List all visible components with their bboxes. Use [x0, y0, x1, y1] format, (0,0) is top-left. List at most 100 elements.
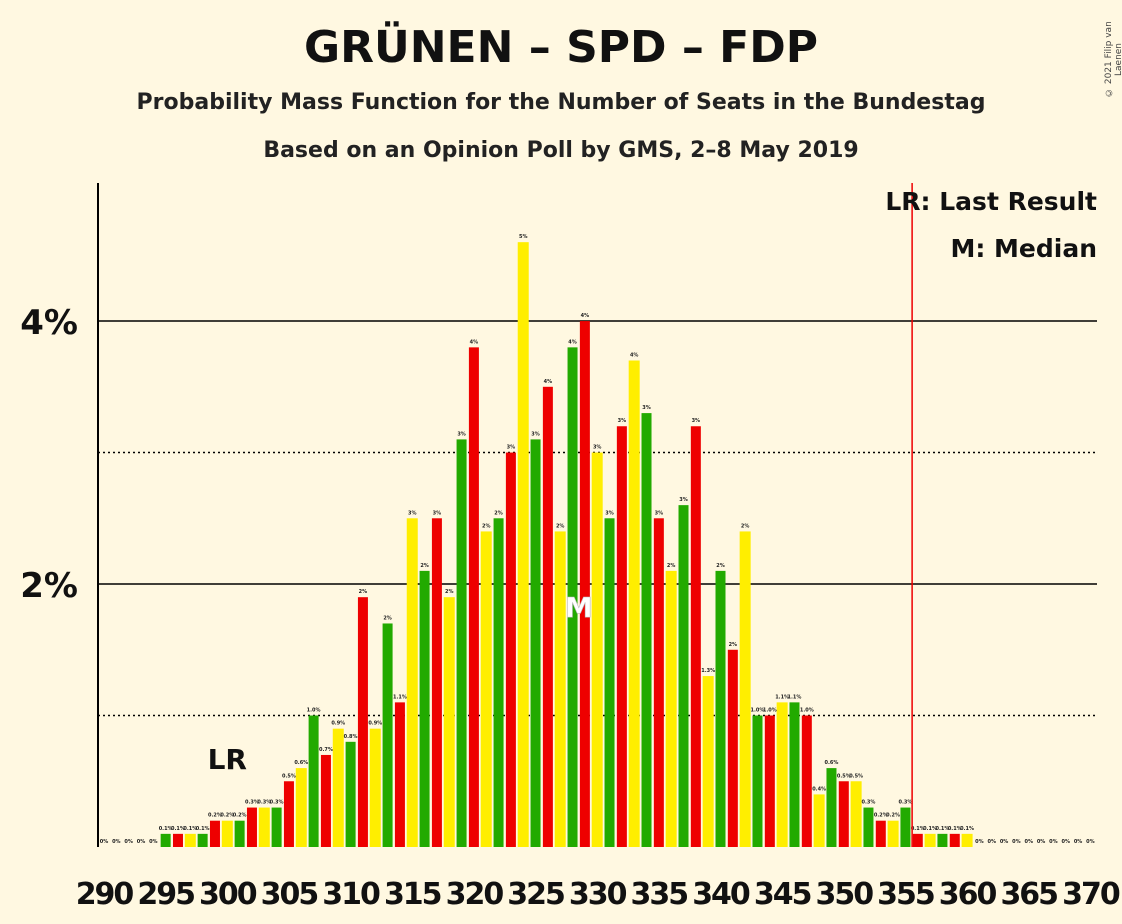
bar-value-label: 0%: [124, 839, 133, 845]
chart-subtitle: Probability Mass Function for the Number…: [136, 90, 986, 115]
y-tick-label: 4%: [20, 303, 78, 343]
bar-value-label: 1.1%: [393, 694, 407, 700]
bar-value-label: 0%: [112, 839, 121, 845]
bar-value-label: 0.5%: [849, 773, 863, 779]
bar-305: [283, 781, 294, 847]
bar-322: [493, 518, 504, 847]
bar-313: [382, 623, 393, 847]
bar-350: [838, 781, 849, 847]
bar-value-label: 3%: [593, 445, 602, 451]
bar-value-label: 5%: [519, 234, 528, 240]
bar-value-label: 1.0%: [763, 708, 777, 714]
bar-332: [616, 426, 627, 847]
bar-315: [406, 518, 418, 847]
bar-value-label: 0.1%: [960, 826, 974, 832]
x-tick-label: 365: [1000, 877, 1057, 912]
bar-value-label: 0%: [1061, 839, 1070, 845]
bar-value-label: 3%: [507, 445, 516, 451]
bar-351: [850, 781, 862, 847]
bar-value-label: 0.6%: [825, 760, 839, 766]
bar-value-label: 0%: [149, 839, 158, 845]
bar-value-label: 0.4%: [812, 786, 826, 792]
bar-value-label: 2%: [716, 563, 725, 569]
y-tick-label: 2%: [20, 566, 78, 606]
bar-349: [826, 768, 837, 847]
bar-321: [480, 531, 492, 847]
bar-value-label: 0.7%: [319, 747, 333, 753]
bar-value-label: 3%: [679, 497, 688, 503]
bar-312: [369, 728, 381, 847]
bar-330: [591, 452, 603, 847]
bar-342: [739, 531, 751, 847]
bar-303: [258, 807, 270, 847]
bar-value-label: 2%: [556, 523, 565, 529]
x-tick-label: 335: [631, 877, 688, 912]
bar-value-label: 0%: [137, 839, 146, 845]
bar-296: [172, 833, 183, 847]
bar-value-label: 2%: [482, 523, 491, 529]
bar-value-label: 2%: [445, 589, 454, 595]
bar-value-label: 0.1%: [196, 826, 210, 832]
bar-value-label: 3%: [605, 510, 614, 516]
bar-319: [456, 439, 467, 847]
bar-value-label: 0%: [988, 839, 997, 845]
bar-value-label: 0.1%: [911, 826, 925, 832]
bar-value-label: 2%: [359, 589, 368, 595]
x-tick-label: 325: [507, 877, 564, 912]
x-tick-label: 370: [1062, 877, 1120, 912]
bar-320: [468, 347, 479, 847]
bar-318: [443, 597, 455, 847]
bar-value-label: 4%: [544, 379, 553, 385]
x-tick-label: 315: [384, 877, 441, 912]
bar-347: [801, 715, 812, 847]
bar-328: [567, 347, 578, 847]
x-tick-label: 345: [754, 877, 811, 912]
bar-value-label: 4%: [581, 313, 590, 319]
bar-338: [690, 426, 701, 847]
bar-value-label: 0.2%: [886, 813, 900, 819]
bar-value-label: 0.9%: [331, 721, 345, 727]
bar-308: [320, 754, 331, 847]
bar-307: [308, 715, 319, 847]
bar-value-label: 3%: [408, 510, 417, 516]
bar-310: [345, 741, 356, 847]
bar-value-label: 3%: [457, 431, 466, 437]
x-tick-label: 310: [322, 877, 380, 912]
bar-value-label: 0%: [1012, 839, 1021, 845]
bar-value-label: 0.3%: [257, 800, 271, 806]
bar-value-label: 1.0%: [800, 708, 814, 714]
x-tick-label: 350: [815, 877, 873, 912]
bar-339: [702, 676, 714, 847]
bar-297: [184, 833, 196, 847]
bar-298: [197, 833, 208, 847]
bar-value-label: 0.3%: [899, 800, 913, 806]
bar-value-label: 0.9%: [368, 721, 382, 727]
bar-value-label: 3%: [655, 510, 664, 516]
bar-316: [419, 570, 430, 847]
x-tick-label: 320: [446, 877, 504, 912]
bar-348: [813, 794, 825, 847]
bar-359: [949, 833, 960, 847]
bar-326: [542, 386, 553, 847]
bar-299: [209, 820, 220, 847]
bar-333: [628, 360, 640, 847]
bar-value-label: 0%: [1037, 839, 1046, 845]
x-tick-label: 290: [76, 877, 134, 912]
chart-title: GRÜNEN – SPD – FDP: [304, 22, 818, 73]
bar-value-label: 0.5%: [282, 773, 296, 779]
x-tick-label: 355: [877, 877, 934, 912]
x-tick-label: 305: [261, 877, 318, 912]
bar-335: [653, 518, 664, 847]
bar-value-label: 2%: [420, 563, 429, 569]
bar-357: [924, 833, 936, 847]
bar-value-label: 0.1%: [923, 826, 937, 832]
bar-value-label: 2%: [729, 642, 738, 648]
bar-300: [221, 820, 233, 847]
bar-323: [505, 452, 516, 847]
bar-value-label: 1.1%: [788, 694, 802, 700]
bar-value-label: 0.3%: [245, 800, 259, 806]
bar-value-label: 2%: [667, 563, 676, 569]
bar-value-label: 0%: [100, 839, 109, 845]
bar-value-label: 0%: [1074, 839, 1083, 845]
